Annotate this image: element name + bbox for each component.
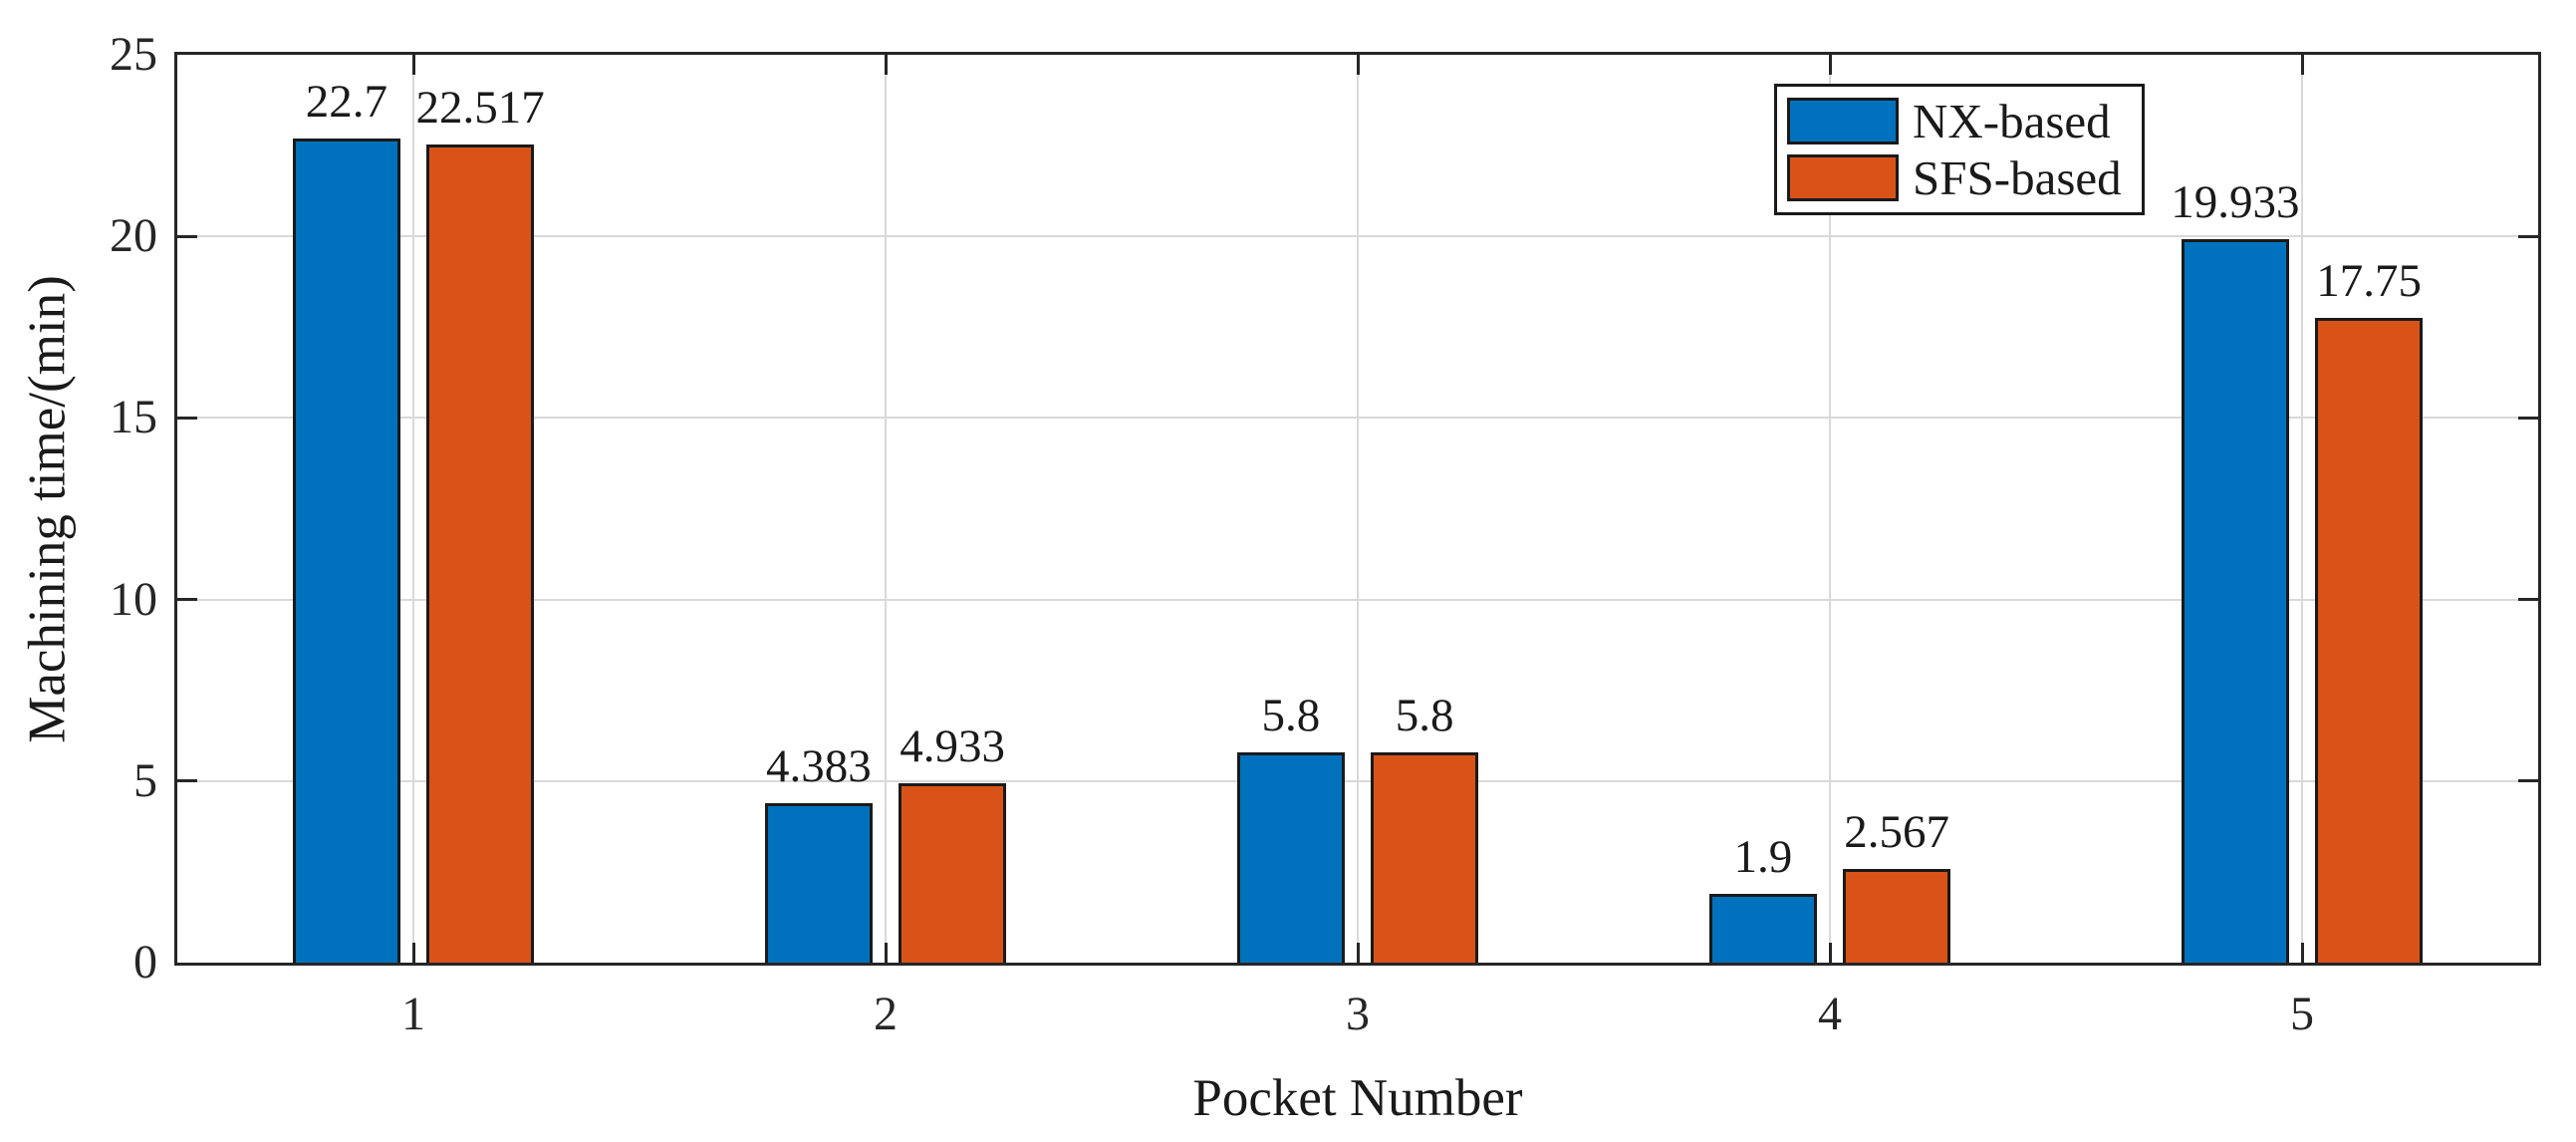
x-axis-tick xyxy=(1828,943,1832,963)
x-axis-tick xyxy=(411,943,415,963)
legend-item-sfs-based: SFS-based xyxy=(1787,153,2132,202)
bar-sfs-based-pocket-3 xyxy=(1371,751,1478,966)
x-axis-tick-top xyxy=(411,55,415,75)
bar-nx-based-pocket-1 xyxy=(293,138,400,966)
bar-sfs-based-pocket-2 xyxy=(899,783,1006,966)
bar-value-label: 22.7 xyxy=(305,75,388,128)
legend-swatch-sfs-based xyxy=(1787,154,1899,201)
x-tick-label: 1 xyxy=(401,988,425,1040)
y-axis-tick xyxy=(177,234,197,238)
y-tick-label: 15 xyxy=(110,391,157,444)
x-axis-tick-top xyxy=(1828,55,1832,75)
bar-value-label: 5.8 xyxy=(1395,689,1454,741)
plot-border xyxy=(174,52,2541,966)
y-axis-tick xyxy=(177,779,197,783)
y-axis-tick-right xyxy=(2518,779,2538,783)
gridline-vertical xyxy=(2301,55,2303,963)
x-axis-tick xyxy=(2300,943,2304,963)
bar-sfs-based-pocket-5 xyxy=(2315,318,2423,966)
legend-item-nx-based: NX-based xyxy=(1787,97,2132,145)
bar-nx-based-pocket-5 xyxy=(2182,238,2289,966)
y-axis-tick xyxy=(177,598,197,602)
x-tick-label: 4 xyxy=(1818,988,1842,1040)
bar-value-label: 4.933 xyxy=(900,720,1005,773)
x-axis-tick-top xyxy=(2300,55,2304,75)
bar-value-label: 4.383 xyxy=(766,740,872,793)
bar-value-label: 22.517 xyxy=(415,82,545,135)
bar-nx-based-pocket-4 xyxy=(1709,893,1817,966)
legend-label: NX-based xyxy=(1913,94,2111,148)
x-axis-tick-top xyxy=(884,55,888,75)
x-tick-label: 2 xyxy=(874,988,898,1040)
gridline-vertical xyxy=(412,55,414,963)
x-axis-tick xyxy=(884,943,888,963)
y-axis-tick-right xyxy=(2518,234,2538,238)
bar-nx-based-pocket-3 xyxy=(1237,751,1345,966)
y-axis-tick xyxy=(177,416,197,420)
legend-label: SFS-based xyxy=(1913,150,2122,205)
gridline-vertical xyxy=(885,55,887,963)
bar-value-label: 2.567 xyxy=(1844,806,1949,859)
bar-value-label: 17.75 xyxy=(2316,255,2422,308)
y-tick-label: 20 xyxy=(110,209,157,263)
gridline-vertical xyxy=(1829,55,1831,963)
x-axis-title: Pocket Number xyxy=(1192,1069,1523,1127)
x-axis-tick-top xyxy=(1356,55,1360,75)
y-tick-label: 0 xyxy=(133,936,157,989)
x-tick-label: 3 xyxy=(1346,988,1370,1040)
x-axis-tick xyxy=(1356,943,1360,963)
x-tick-label: 5 xyxy=(2290,988,2314,1040)
gridline-vertical xyxy=(1357,55,1359,963)
y-tick-label: 5 xyxy=(133,753,157,807)
bar-sfs-based-pocket-1 xyxy=(426,144,534,966)
y-axis-tick-right xyxy=(2518,416,2538,420)
legend-swatch-nx-based xyxy=(1787,98,1899,144)
y-tick-label: 10 xyxy=(110,572,157,626)
y-axis-title: Machining time/(min) xyxy=(18,274,77,743)
bar-value-label: 5.8 xyxy=(1261,689,1321,741)
legend: NX-based SFS-based xyxy=(1774,84,2145,215)
y-tick-label: 25 xyxy=(110,28,157,81)
bar-value-label: 19.933 xyxy=(2171,175,2300,228)
bar-sfs-based-pocket-4 xyxy=(1843,869,1950,966)
bar-value-label: 1.9 xyxy=(1733,830,1793,883)
y-axis-tick-right xyxy=(2518,598,2538,602)
